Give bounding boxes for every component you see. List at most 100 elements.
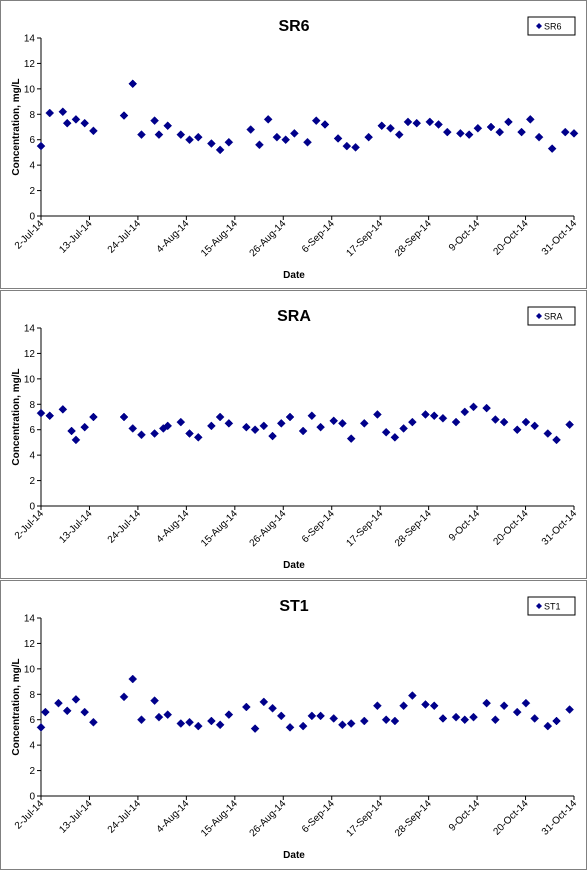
legend: ST1: [527, 596, 576, 616]
data-point: [399, 424, 408, 433]
data-point: [137, 430, 146, 440]
data-point: [499, 417, 509, 427]
data-point: [346, 719, 356, 728]
data-point: [534, 132, 544, 142]
legend-marker: [536, 23, 542, 29]
data-point: [373, 701, 382, 711]
legend-box: [527, 16, 576, 36]
data-point: [338, 419, 347, 428]
data-point: [351, 142, 360, 152]
x-tick-label: 2-Jul-14: [13, 798, 47, 832]
y-tick-label: 2: [29, 476, 35, 487]
data-point: [128, 674, 138, 684]
data-point: [482, 698, 491, 708]
x-tick-label: 6-Sep-14: [300, 508, 337, 545]
data-point: [150, 696, 159, 705]
data-point: [381, 427, 391, 437]
data-point: [89, 412, 98, 422]
data-point: [45, 108, 55, 118]
x-tick-label: 24-Jul-14: [106, 508, 144, 546]
data-point: [224, 137, 234, 147]
data-point: [285, 412, 295, 422]
data-point: [215, 720, 225, 730]
data-point: [438, 714, 448, 723]
x-tick-label: 24-Jul-14: [106, 798, 144, 836]
data-point: [469, 712, 478, 722]
data-point: [491, 415, 500, 424]
x-tick-label: 26-Aug-14: [248, 218, 289, 259]
data-point: [338, 720, 347, 730]
y-tick-label: 14: [24, 324, 36, 335]
data-point: [255, 140, 264, 150]
data-point: [193, 132, 203, 142]
data-point: [224, 710, 234, 719]
x-tick-label: 31-Oct-14: [540, 218, 580, 258]
data-point: [150, 116, 159, 125]
x-tick-label: 2-Jul-14: [13, 218, 47, 252]
data-point: [512, 425, 522, 435]
data-point: [552, 716, 561, 726]
legend-label: SRA: [544, 312, 563, 322]
data-point: [407, 691, 417, 700]
x-tick-label: 28-Sep-14: [393, 218, 434, 259]
data-point: [438, 413, 448, 423]
data-point: [569, 129, 579, 138]
x-tick-label: 13-Jul-14: [57, 798, 95, 836]
legend-marker: [536, 603, 542, 609]
y-tick-label: 12: [24, 639, 36, 650]
data-point: [359, 419, 369, 428]
data-point: [504, 117, 513, 127]
data-point: [163, 710, 173, 719]
data-point: [62, 118, 72, 128]
data-point: [276, 419, 286, 428]
data-point: [547, 144, 557, 153]
data-point: [390, 716, 400, 726]
data-point: [89, 126, 98, 136]
data-point: [241, 422, 251, 432]
data-point: [89, 717, 98, 727]
data-point: [530, 714, 540, 723]
data-point: [259, 697, 269, 707]
data-point: [316, 422, 325, 432]
data-point: [272, 132, 282, 142]
data-point: [128, 79, 138, 89]
data-point: [499, 701, 509, 711]
y-tick-label: 12: [24, 59, 36, 70]
data-point: [469, 402, 478, 412]
chart-title: ST1: [279, 598, 308, 615]
data-point: [399, 701, 408, 711]
x-tick-label: 17-Sep-14: [345, 218, 386, 259]
x-tick-label: 24-Jul-14: [106, 218, 144, 256]
data-point: [434, 120, 443, 129]
x-tick-label: 26-Aug-14: [248, 508, 289, 549]
data-point: [263, 115, 273, 124]
x-tick-label: 13-Jul-14: [57, 508, 95, 546]
x-tick-label: 6-Sep-14: [300, 218, 337, 255]
x-tick-label: 9-Oct-14: [447, 218, 483, 254]
data-point: [36, 722, 46, 732]
data-point: [525, 115, 535, 124]
data-point: [128, 424, 138, 433]
data-point: [154, 712, 164, 722]
data-point: [429, 701, 439, 711]
data-point: [482, 403, 491, 413]
y-tick-label: 8: [29, 110, 35, 121]
data-point: [58, 107, 68, 117]
data-point: [473, 123, 483, 133]
x-axis-title: Date: [283, 270, 305, 281]
data-point: [154, 130, 164, 139]
data-point: [268, 431, 277, 441]
y-tick-label: 6: [29, 425, 35, 436]
y-tick-label: 2: [29, 186, 35, 197]
data-point: [543, 429, 553, 438]
data-point: [311, 116, 321, 125]
x-tick-label: 31-Oct-14: [540, 508, 580, 548]
data-point: [316, 711, 325, 721]
data-point: [298, 721, 308, 731]
data-point: [54, 698, 63, 708]
data-point: [491, 715, 500, 725]
data-point: [290, 129, 299, 138]
chart-svg-3: ST1 0 2 4 6 8 10 12 14 2-Jul-14 13-Jul-14 24-Jul-14…: [11, 596, 579, 861]
data-point: [342, 141, 352, 151]
data-point: [307, 711, 317, 721]
